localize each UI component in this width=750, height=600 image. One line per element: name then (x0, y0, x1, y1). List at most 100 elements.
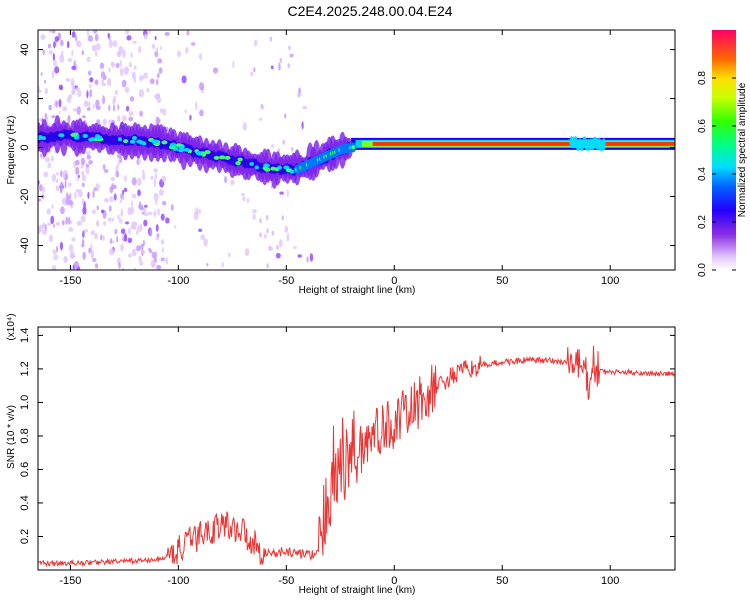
noise-speck (95, 50, 98, 57)
noise-speck (38, 198, 42, 202)
noise-speck (55, 221, 60, 226)
noise-speck (127, 207, 132, 216)
noise-speck (55, 178, 59, 183)
noise-speck (149, 78, 155, 85)
noise-speck (153, 210, 157, 218)
noise-speck (132, 40, 137, 44)
noise-speck (47, 43, 52, 49)
noise-speck (42, 49, 45, 56)
noise-speck (92, 258, 97, 262)
noise-speck (90, 250, 95, 259)
noise-speck (65, 216, 69, 225)
noise-speck (88, 100, 91, 109)
noise-speck (288, 45, 291, 51)
noise-speck (53, 41, 56, 49)
noise-speck (63, 256, 68, 264)
noise-speck (127, 253, 132, 258)
snr-x-label: Height of straight line (km) (299, 585, 416, 596)
noise-speck (158, 188, 164, 196)
noise-speck (116, 235, 119, 243)
colorbar-label: Normalized spectral amplitude (737, 82, 748, 217)
noise-speck (142, 240, 145, 247)
noise-speck (64, 179, 67, 189)
noise-speck (60, 39, 64, 47)
noise-speck (115, 164, 119, 173)
noise-speck (162, 108, 167, 116)
noise-speck (143, 33, 148, 40)
band-peak (94, 134, 100, 139)
noise-speck (252, 209, 257, 214)
x-tick-label: -50 (278, 575, 294, 587)
noise-speck (116, 153, 122, 159)
noise-speck (138, 89, 145, 98)
noise-speck (86, 30, 90, 37)
noise-speck (230, 179, 235, 186)
noise-speck (120, 243, 124, 252)
colorbar-tick-label: 0.4 (697, 167, 708, 181)
noise-speck (154, 173, 158, 180)
noise-speck (110, 177, 115, 182)
y-tick-label: -40 (19, 238, 31, 254)
noise-speck (139, 223, 143, 232)
noise-speck (155, 46, 159, 54)
colorbar-ticks: 0.0 0.2 0.4 0.6 0.8 (697, 71, 736, 277)
noise-speck (117, 104, 120, 111)
noise-speck (108, 39, 113, 49)
spectrogram-x-label: Height of straight line (km) (299, 285, 416, 296)
noise-speck (137, 158, 141, 164)
noise-speck (76, 220, 82, 226)
snr-y-label: SNR (10 * v/v) (6, 405, 17, 469)
x-tick-label: 100 (601, 575, 619, 587)
y-tick-label: 20 (19, 92, 31, 104)
noise-speck (47, 162, 52, 169)
band-peak (131, 135, 137, 140)
noise-speck (51, 70, 55, 79)
noise-speck (199, 109, 204, 117)
noise-speck (137, 225, 140, 233)
noise-speck (52, 224, 55, 228)
band-peak (82, 133, 88, 138)
noise-speck (143, 219, 148, 227)
noise-speck (99, 62, 105, 69)
band-peak (237, 157, 243, 162)
noise-speck (153, 178, 157, 188)
noise-speck (103, 221, 107, 226)
noise-speck (48, 30, 53, 33)
noise-speck (151, 43, 156, 50)
noise-speck (87, 35, 93, 42)
noise-speck (77, 89, 82, 98)
noise-speck (47, 222, 52, 226)
noise-speck (117, 160, 120, 167)
noise-speck (108, 205, 112, 212)
noise-speck (198, 208, 202, 215)
noise-speck (96, 219, 100, 227)
noise-speck (181, 75, 187, 84)
noise-speck (232, 60, 235, 69)
noise-speck (88, 247, 92, 254)
noise-speck (120, 208, 124, 218)
noise-speck (38, 118, 42, 122)
noise-speck (102, 164, 106, 170)
noise-speck (252, 213, 256, 221)
noise-speck (186, 30, 190, 36)
noise-speck (40, 72, 43, 76)
noise-speck (80, 157, 86, 166)
noise-speck (139, 206, 144, 211)
noise-speck (88, 84, 92, 89)
noise-speck (52, 52, 56, 61)
noise-speck (121, 79, 127, 88)
noise-speck (131, 221, 137, 225)
noise-speck (281, 215, 284, 221)
noise-speck (87, 70, 92, 76)
noise-speck (282, 139, 285, 145)
noise-speck (293, 246, 297, 250)
noise-speck (71, 237, 76, 242)
noise-speck (118, 261, 121, 269)
noise-speck (159, 46, 163, 50)
noise-speck (250, 71, 254, 76)
noise-speck (77, 189, 83, 198)
x-tick-label: 0 (391, 575, 397, 587)
noise-speck (120, 193, 124, 199)
band-peak (263, 163, 270, 168)
noise-speck (128, 62, 133, 68)
